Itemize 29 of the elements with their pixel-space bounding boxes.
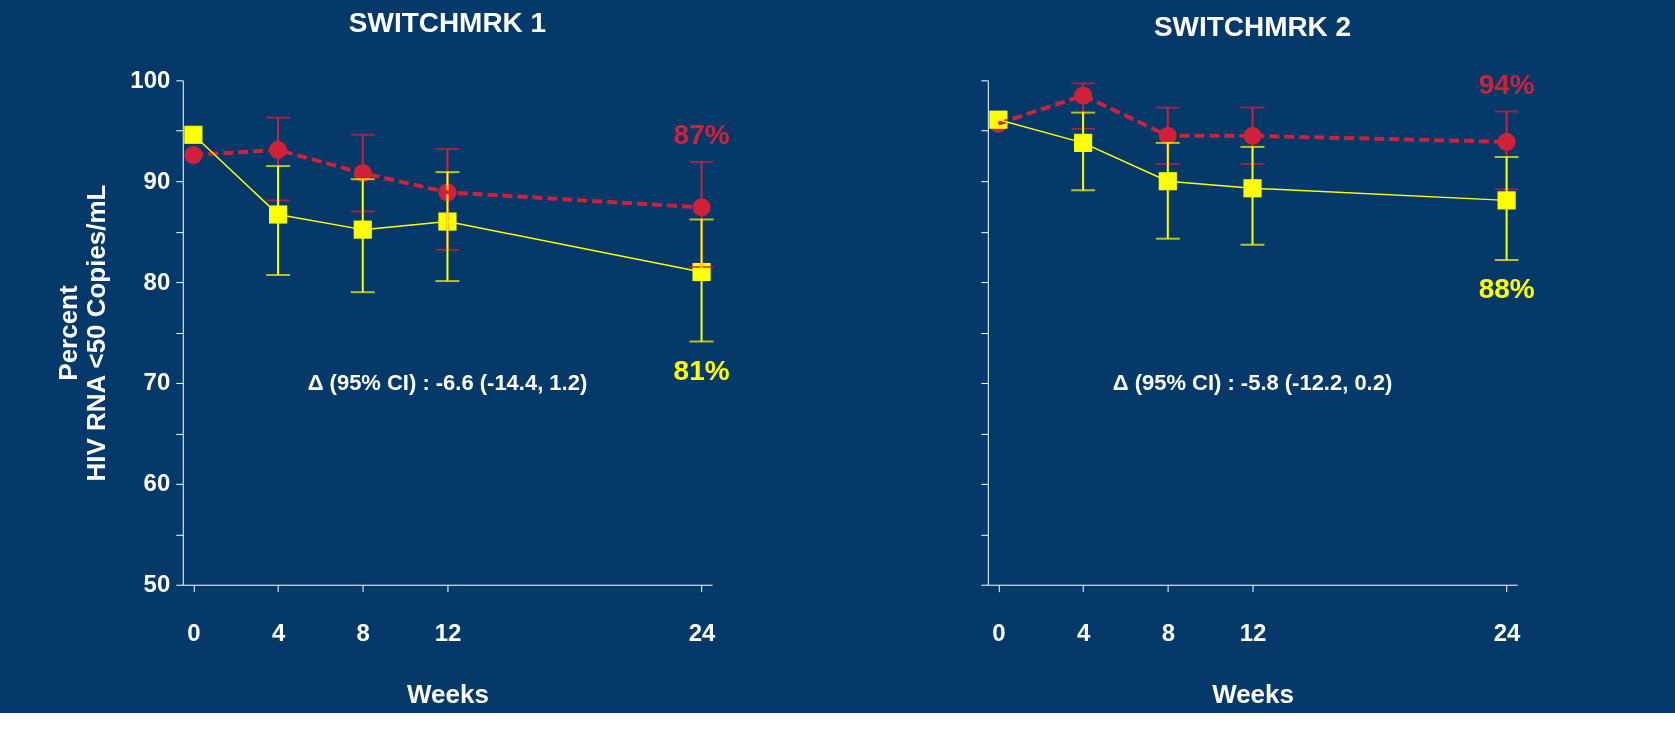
data-label: 88% [1478, 272, 1535, 304]
data-label: 94% [1478, 68, 1535, 100]
y-tick-label: 90 [143, 166, 171, 194]
annotation: Δ (95% CI) : -6.6 (-14.4, 1.2) [307, 369, 588, 395]
x-tick-label: 4 [1076, 619, 1091, 647]
chart-title: SWITCHMRK 2 [1153, 10, 1352, 42]
y-tick-label: 100 [130, 65, 171, 93]
x-tick-label: 4 [271, 619, 286, 647]
x-tick-label: 24 [688, 619, 717, 647]
y-tick-label: 80 [143, 267, 171, 295]
annotation: Δ (95% CI) : -5.8 (-12.2, 0.2) [1112, 369, 1393, 395]
x-axis-title: Weeks [1212, 679, 1294, 710]
y-tick-label: 50 [143, 570, 171, 598]
x-tick-label: 12 [1239, 619, 1267, 647]
data-label: 81% [673, 354, 730, 386]
x-tick-label: 8 [356, 619, 370, 647]
y-tick-label: 70 [143, 368, 171, 396]
point [184, 125, 203, 144]
y-axis-title: Percent HIV RNA <50 Copies/mL [53, 184, 112, 482]
chart-title: SWITCHMRK 1 [348, 7, 547, 39]
x-tick-label: 12 [434, 619, 462, 647]
x-tick-label: 8 [1161, 619, 1175, 647]
y-tick-label: 60 [143, 469, 171, 497]
x-tick-label: 24 [1493, 619, 1522, 647]
x-tick-label: 0 [992, 619, 1006, 647]
x-tick-label: 0 [187, 619, 201, 647]
data-label: 87% [673, 119, 730, 151]
point [438, 212, 457, 231]
x-axis-title: Weeks [407, 679, 489, 710]
